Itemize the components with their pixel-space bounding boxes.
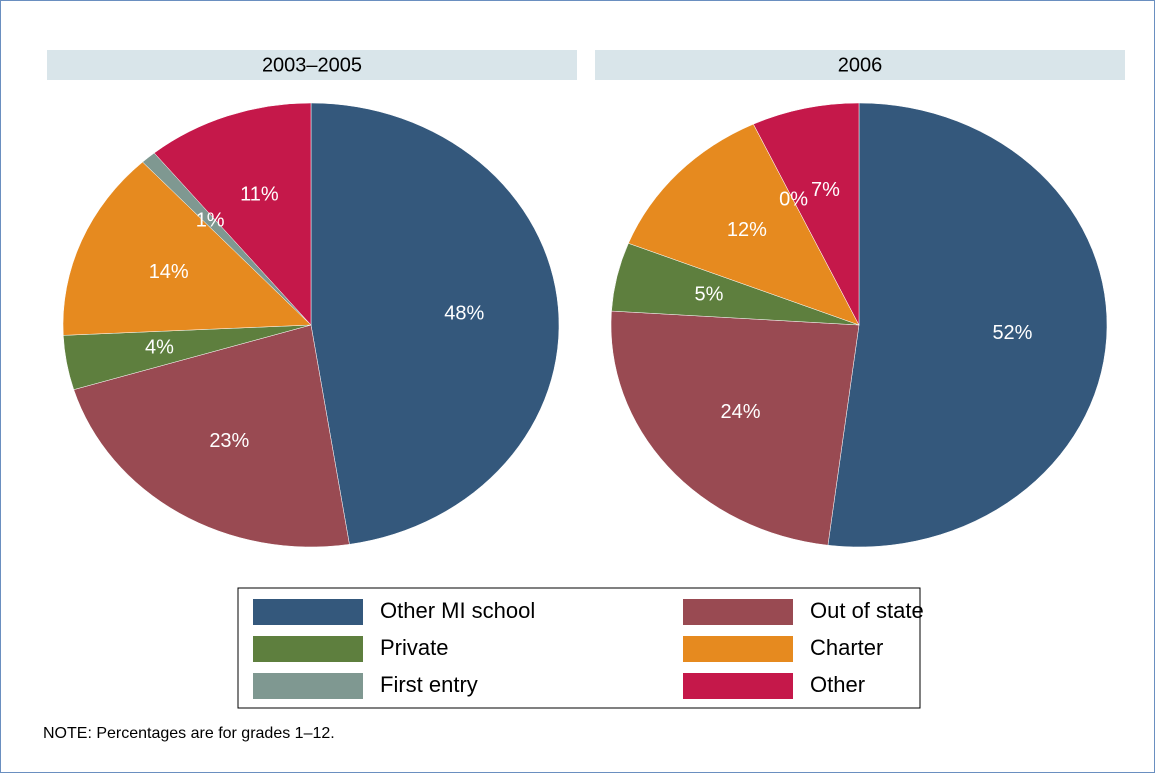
panel-title: 2003–2005 — [262, 54, 362, 76]
pie-slice — [827, 102, 1108, 548]
pie-slice — [610, 310, 860, 546]
value-label: 1% — [196, 209, 225, 231]
pie-slice — [73, 324, 350, 548]
panel-header — [595, 50, 1125, 80]
note: NOTE: Percentages are for grades 1–12. — [43, 725, 335, 742]
value-label: 11% — [240, 184, 279, 206]
legend-label: Other — [810, 672, 865, 697]
value-label: 24% — [721, 401, 761, 423]
pie-slice — [628, 123, 860, 326]
pie-slice — [753, 102, 860, 326]
pie-slice — [310, 102, 560, 545]
pie-slice — [153, 102, 312, 326]
panel-title: 2006 — [838, 54, 883, 76]
legend-label: Out of state — [810, 598, 924, 623]
legend-swatch — [253, 636, 363, 662]
legend-label: First entry — [380, 672, 478, 697]
value-label: 5% — [694, 283, 723, 305]
legend-label: Charter — [810, 635, 883, 660]
value-label: 0% — [779, 189, 808, 211]
value-label: 23% — [209, 430, 249, 452]
legend-label: Private — [380, 635, 448, 660]
value-label: 48% — [444, 303, 484, 325]
value-label: 52% — [992, 322, 1032, 344]
value-label: 12% — [727, 219, 767, 241]
pie-slice — [62, 161, 312, 336]
legend-label: Other MI school — [380, 598, 535, 623]
value-label: 7% — [811, 179, 840, 201]
legend-swatch — [683, 636, 793, 662]
legend-swatch — [253, 673, 363, 699]
panel-header — [47, 50, 577, 80]
legend-swatch — [683, 599, 793, 625]
legend-swatch — [683, 673, 793, 699]
legend-swatch — [253, 599, 363, 625]
value-label: 4% — [145, 337, 174, 359]
value-label: 14% — [149, 261, 189, 283]
